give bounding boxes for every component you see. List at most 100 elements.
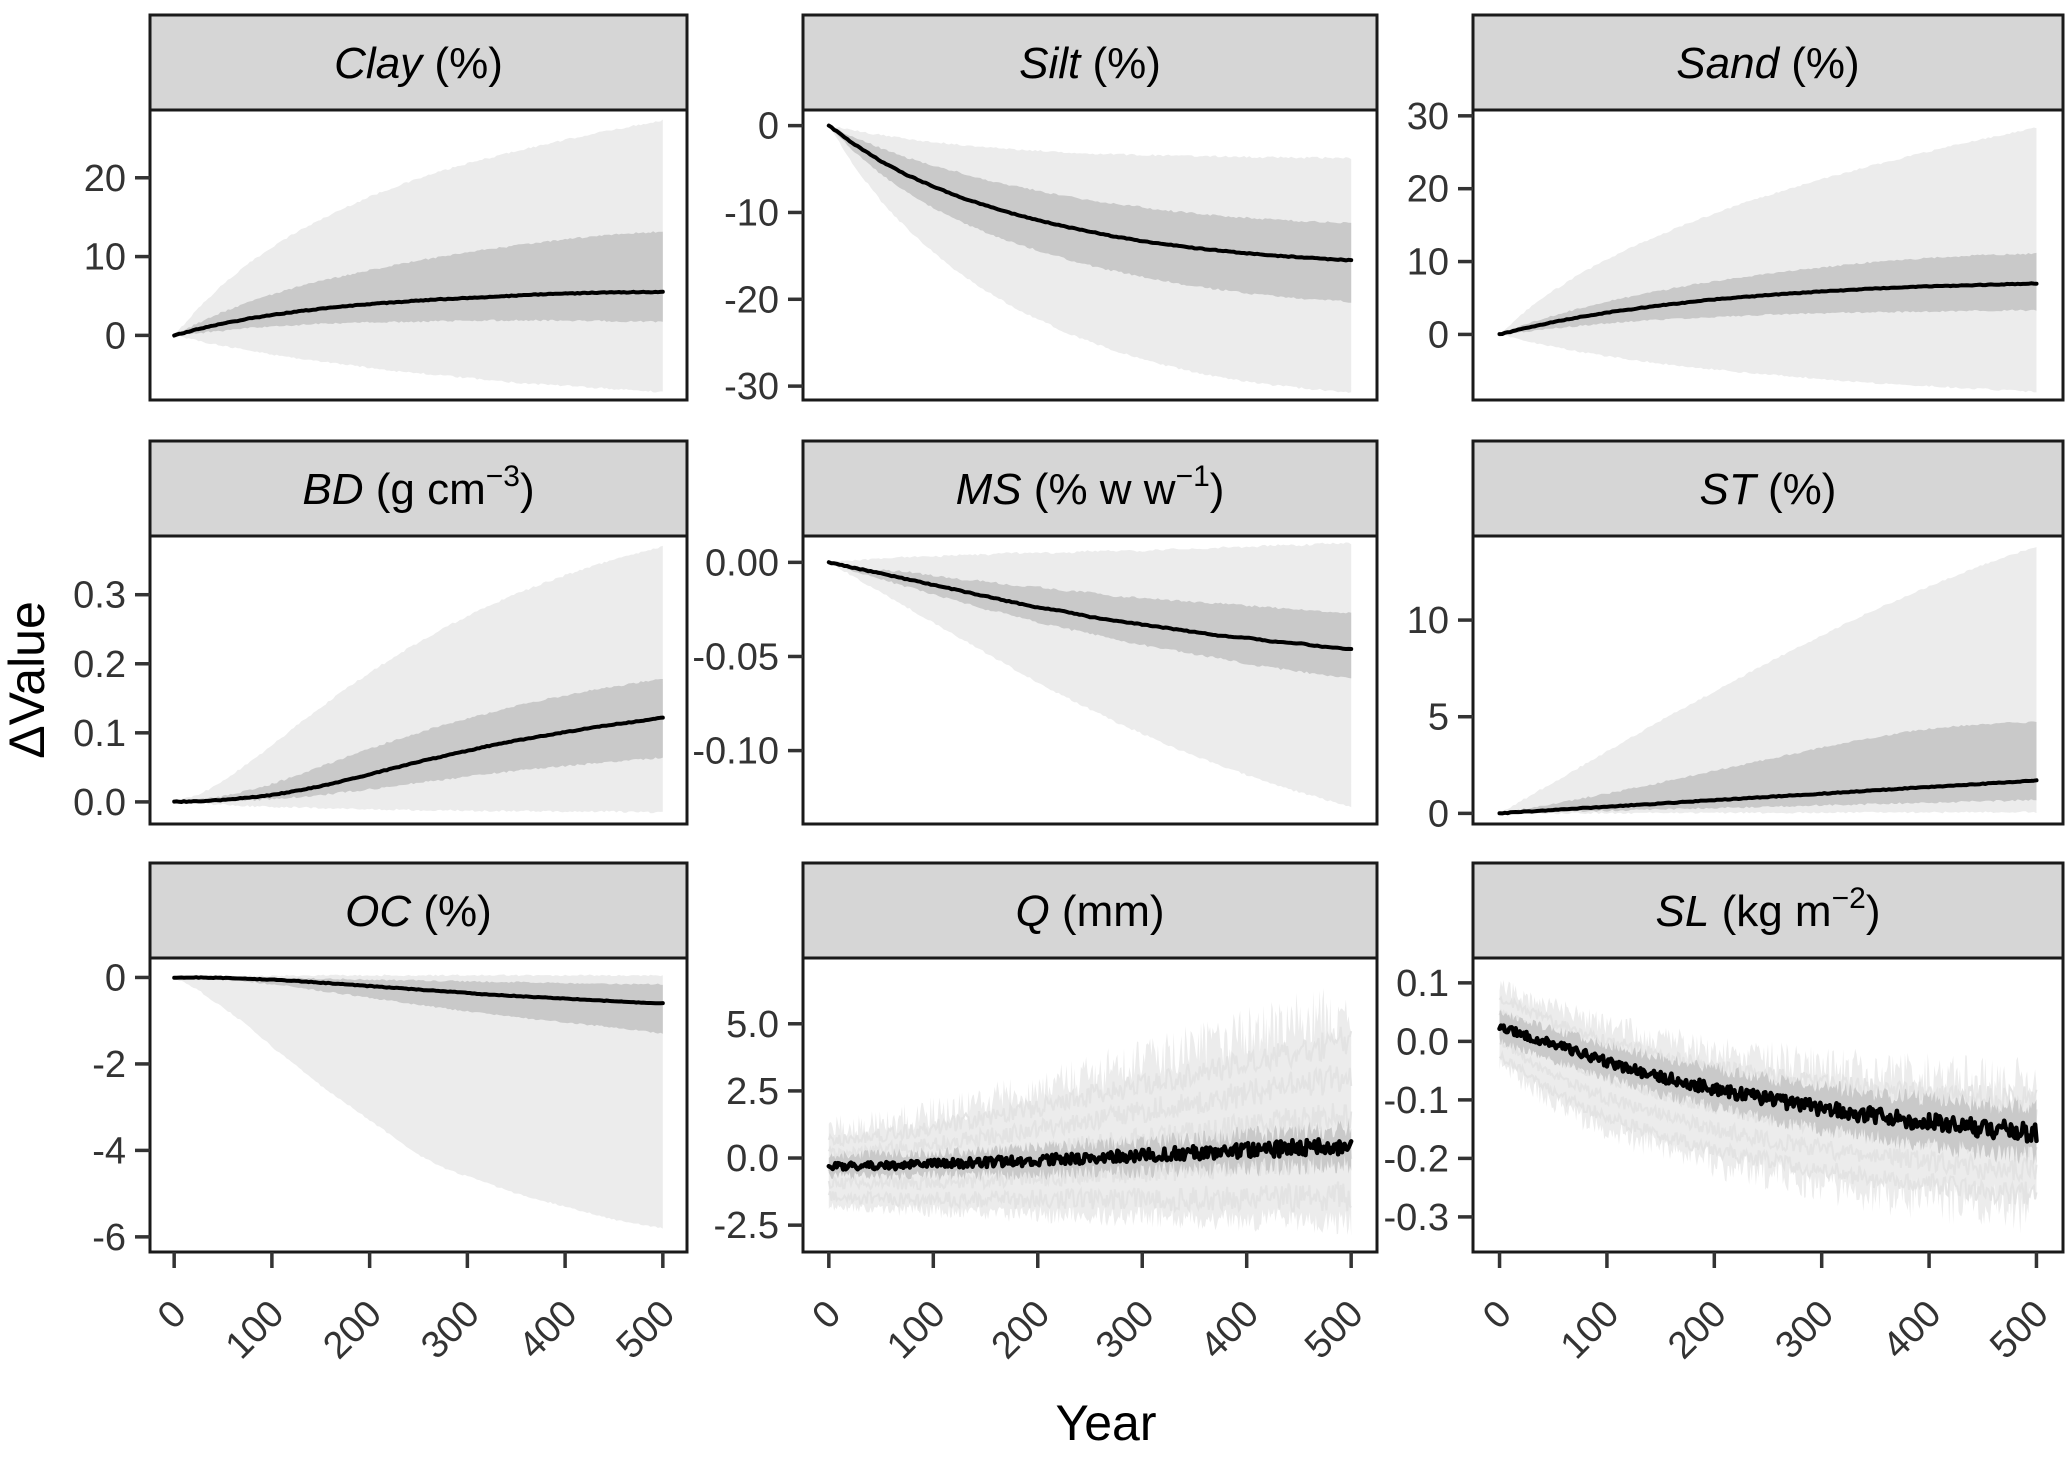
panel-plot-area <box>1473 958 2063 1252</box>
y-tick-label: -0.3 <box>1384 1197 1449 1239</box>
y-tick-label: 20 <box>1407 169 1449 211</box>
facet-title: BD (g cm−3) <box>302 460 534 514</box>
facet-clay: Clay (%) 0 10 20 <box>84 13 689 402</box>
y-tick-label: 0.0 <box>726 1138 779 1180</box>
y-tick-label: 0.1 <box>73 713 126 755</box>
y-tick-label: 0 <box>105 957 126 999</box>
panel-plot-area <box>150 110 687 400</box>
inner-band <box>828 125 1352 303</box>
outer-band <box>1499 127 2037 393</box>
facet-st: ST (%) 0 5 10 <box>1407 439 2065 835</box>
y-tick-label: -20 <box>724 279 779 321</box>
panel-border <box>148 956 689 1254</box>
facet-sand: Sand (%) 0 10 20 30 <box>1407 13 2065 402</box>
y-tick-label: -0.1 <box>1384 1080 1449 1122</box>
panel-plot-area <box>150 958 687 1252</box>
facet-title: ST (%) <box>1700 465 1837 514</box>
facet-silt: Silt (%) 0 -10 -20 -30 <box>724 13 1379 408</box>
facet-strip <box>1471 861 2065 960</box>
y-tick-label: 0 <box>105 315 126 357</box>
y-tick-label: -0.10 <box>692 731 779 773</box>
panel-border <box>1471 108 2065 402</box>
median-line <box>826 123 1354 263</box>
facet-strip <box>148 439 689 538</box>
facet-strip <box>148 13 689 112</box>
panel-plot-area <box>803 958 1377 1252</box>
y-tick-label: 10 <box>1407 242 1449 284</box>
inner-band <box>1499 1010 2037 1166</box>
y-tick-label: 30 <box>1407 96 1449 138</box>
y-tick-label: -0.05 <box>692 636 779 678</box>
y-axis-title: ΔValue <box>0 601 55 759</box>
y-tick-label: -30 <box>724 366 779 408</box>
median-line <box>172 975 665 1006</box>
y-tick-label: 0 <box>1428 314 1449 356</box>
y-tick-label: 10 <box>84 237 126 279</box>
panel-plot-area <box>150 536 687 824</box>
inner-band <box>174 976 663 1034</box>
panel-plot-area <box>1473 110 2063 400</box>
median-line <box>1497 281 2039 337</box>
ghost-line <box>1499 1040 2038 1184</box>
y-tick-label: -0.2 <box>1384 1138 1449 1180</box>
panel-border <box>148 534 689 826</box>
facet-title: MS (% w w−1) <box>956 460 1225 514</box>
facet-oc: OC (%)0-2-4-60 100 200 300 400 500 <box>92 861 689 1367</box>
y-tick-label: -2.5 <box>714 1205 779 1247</box>
y-tick-label: 0.0 <box>1396 1021 1449 1063</box>
facet-title: Sand (%) <box>1676 39 1859 88</box>
ghost-line <box>827 1065 1353 1162</box>
y-tick-label: 0 <box>758 106 779 148</box>
y-tick-label: 20 <box>84 158 126 200</box>
facet-title: OC (%) <box>345 887 492 936</box>
outer-band <box>828 988 1352 1236</box>
outer-band <box>174 974 663 1229</box>
facet-strip <box>1471 13 2065 112</box>
y-tick-label: 5 <box>1428 697 1449 739</box>
panel-border <box>801 108 1379 402</box>
y-tick-label: 0 <box>1428 793 1449 835</box>
y-tick-label: 0.1 <box>1396 963 1449 1005</box>
y-tick-label: 0.3 <box>73 575 126 617</box>
facet-strip <box>148 861 689 960</box>
facet-title: SL (kg m−2) <box>1656 882 1881 936</box>
median-line <box>172 715 665 804</box>
facet-title: Clay (%) <box>334 39 503 88</box>
median-line <box>1497 1023 2039 1144</box>
x-axis-title: Year <box>1055 1395 1156 1451</box>
panel-plot-area <box>803 110 1377 400</box>
panel-border <box>801 956 1379 1254</box>
ghost-line <box>827 1026 1353 1148</box>
y-tick-label: 5.0 <box>726 1004 779 1046</box>
median-line <box>172 289 665 338</box>
y-tick-label: 2.5 <box>726 1071 779 1113</box>
panel-plot-area <box>1473 536 2063 824</box>
ghost-line <box>1498 1050 2038 1206</box>
median-line <box>826 560 1354 651</box>
y-tick-label: 0.0 <box>73 782 126 824</box>
ghost-line <box>827 1143 1353 1191</box>
median-line <box>1497 778 2039 816</box>
y-tick-label: -4 <box>92 1130 126 1172</box>
facet-title: Silt (%) <box>1019 39 1161 88</box>
facet-strip <box>801 13 1379 112</box>
ghost-line <box>827 1181 1352 1214</box>
facet-title: Q (mm) <box>1015 887 1164 936</box>
facet-strip <box>801 439 1379 538</box>
panel-border <box>1471 534 2065 826</box>
y-tick-label: 0.00 <box>705 542 779 584</box>
y-tick-label: 0.2 <box>73 644 126 686</box>
y-tick-label: 10 <box>1407 600 1449 642</box>
facet-bd: BD (g cm−3) 0.0 0.1 0.2 0.3 <box>73 439 689 826</box>
inner-band <box>174 679 663 803</box>
facet-strip <box>801 861 1379 960</box>
panel-border <box>1471 956 2065 1254</box>
y-tick-label: -6 <box>92 1217 126 1259</box>
y-tick-label: -10 <box>724 192 779 234</box>
y-tick-label: -2 <box>92 1044 126 1086</box>
panel-plot-area <box>803 536 1377 824</box>
panel-border <box>801 534 1379 826</box>
